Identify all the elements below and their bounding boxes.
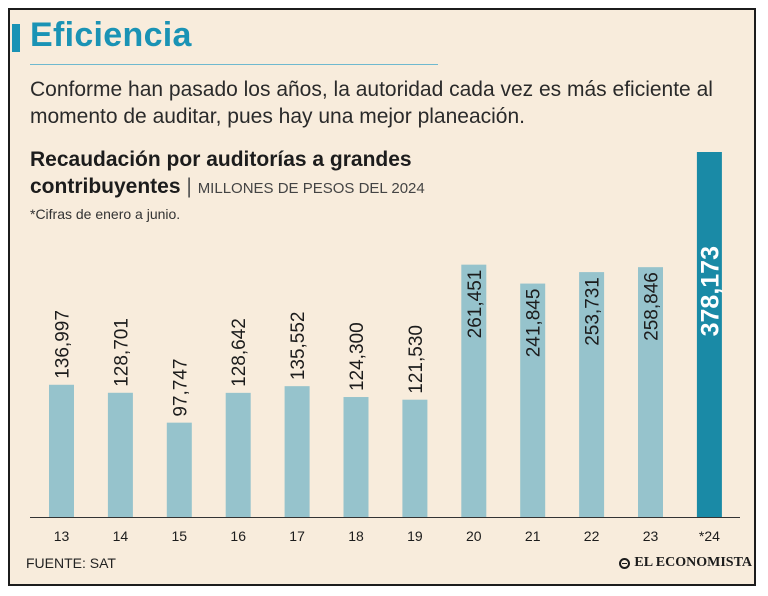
chart-title-separator: | [186, 175, 192, 198]
chart-note: *Cifras de enero a junio. [30, 206, 181, 222]
value-label-20: 261,451 [465, 270, 486, 339]
source-label: FUENTE: SAT [26, 555, 116, 571]
bar-23 [638, 267, 663, 517]
value-label-18: 124,300 [347, 322, 368, 391]
value-label-22: 253,731 [583, 277, 604, 346]
x-tick-label-18: 18 [348, 528, 364, 544]
value-label-23: 258,846 [642, 272, 663, 341]
bar-16 [225, 392, 251, 517]
chart-title: Recaudación por auditorías a grandes con… [30, 146, 500, 202]
value-label-15: 97,747 [170, 359, 191, 417]
chart-unit-label: MILLONES DE PESOS DEL 2024 [197, 180, 425, 197]
x-tick-label-23: 23 [643, 528, 659, 544]
x-tick-label-13: 13 [54, 528, 70, 544]
bar-22 [579, 272, 605, 517]
bar-15 [166, 422, 192, 517]
value-label-19: 121,530 [406, 325, 427, 394]
bar-17 [284, 386, 310, 517]
title-accent-bar [12, 24, 20, 52]
bar-14 [107, 392, 133, 517]
intro-text: Conforme han pasado los años, la autorid… [30, 78, 713, 128]
value-label-17: 135,552 [288, 311, 309, 380]
x-tick-label-21: 21 [525, 528, 541, 544]
x-tick-label-15: 15 [172, 528, 188, 544]
value-label-14: 128,701 [111, 318, 132, 387]
x-tick-label-20: 20 [466, 528, 482, 544]
bar-p24 [696, 152, 722, 517]
value-label-p24: 378,173 [696, 246, 724, 336]
logo-text: EL ECONOMISTA [634, 555, 752, 570]
value-label-16: 128,642 [229, 318, 250, 387]
value-label-21: 241,845 [524, 289, 545, 358]
chart-title-line2-wrap: contribuyentes | MILLONES DE PESOS DEL 2… [30, 173, 500, 202]
bar-13 [49, 384, 74, 517]
chart-title-line2: contribuyentes [30, 175, 181, 198]
publisher-logo: EL ECONOMISTA [619, 555, 752, 571]
x-tick-label-16: 16 [230, 528, 246, 544]
value-label-13: 136,997 [53, 310, 74, 379]
page-title: Eficiencia [30, 16, 192, 54]
x-tick-label-p24: *24 [699, 528, 720, 544]
bar-19 [402, 399, 428, 517]
title-divider [30, 64, 438, 65]
x-tick-label-14: 14 [113, 528, 129, 544]
bar-18 [343, 397, 369, 517]
bar-20 [461, 264, 487, 517]
bar-21 [520, 283, 546, 517]
chart-title-line1: Recaudación por auditorías a grandes [30, 148, 412, 171]
x-tick-label-22: 22 [584, 528, 600, 544]
x-tick-label-19: 19 [407, 528, 423, 544]
x-tick-label-17: 17 [289, 528, 305, 544]
logo-icon [619, 557, 631, 569]
